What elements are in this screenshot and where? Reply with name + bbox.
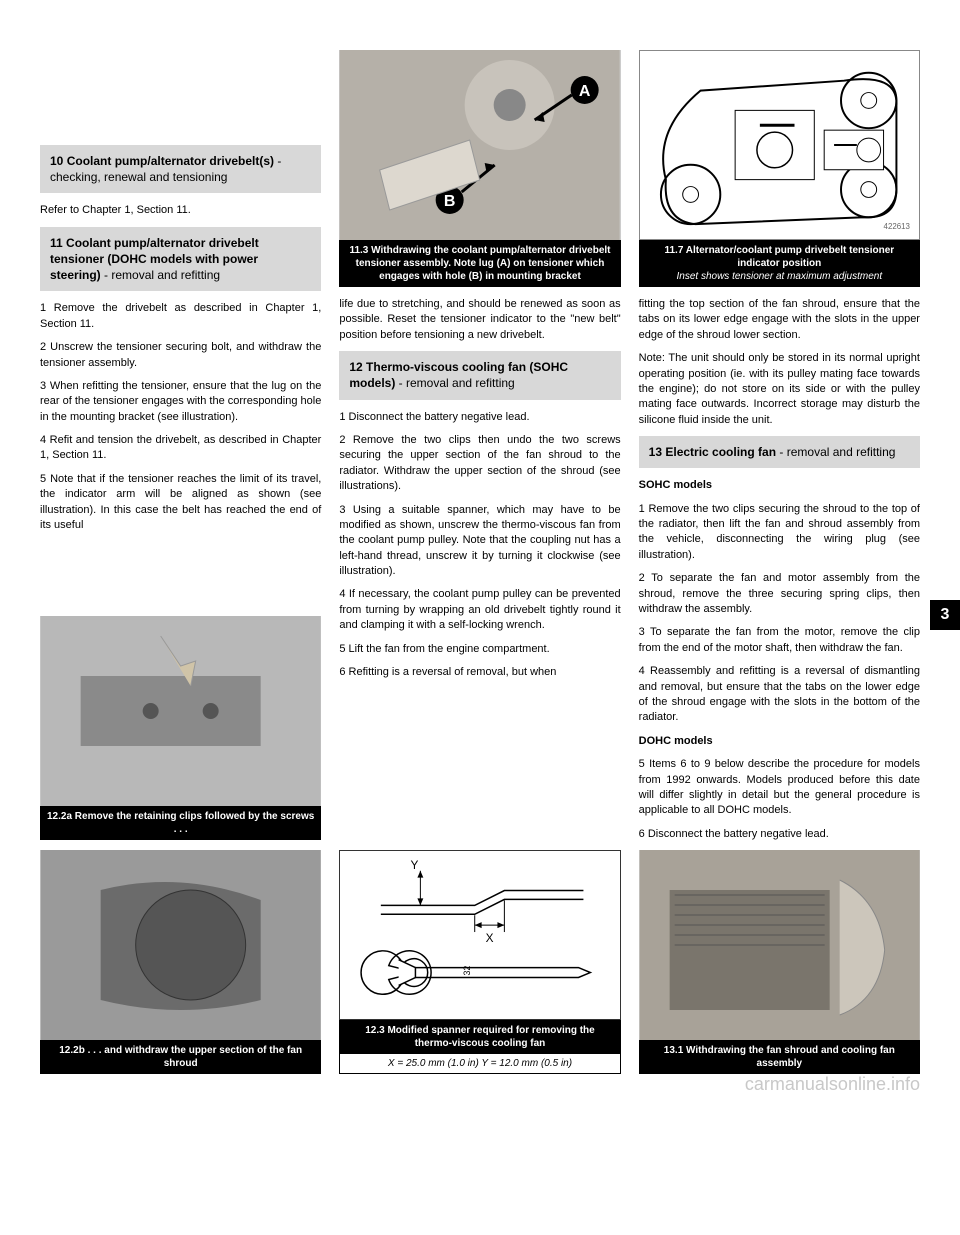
body-text: Note: The unit should only be stored in …: [639, 351, 920, 428]
section-subtitle: - removal and refitting: [776, 445, 895, 459]
body-text: 5 Lift the fan from the engine compartme…: [339, 642, 620, 657]
body-text: 3 Using a suitable spanner, which may ha…: [339, 503, 620, 580]
svg-text:A: A: [579, 83, 591, 100]
body-text: 3 When refitting the tensioner, ensure t…: [40, 379, 321, 425]
body-text: 5 Note that if the tensioner reaches the…: [40, 472, 321, 534]
body-text: 1 Remove the drivebelt as described in C…: [40, 301, 321, 332]
body-text: Refer to Chapter 1, Section 11.: [40, 203, 321, 218]
subheading: SOHC models: [639, 478, 920, 493]
body-text: life due to stretching, and should be re…: [339, 297, 620, 343]
body-text: 4 Reassembly and refitting is a reversal…: [639, 664, 920, 726]
section-title: Electric cooling fan: [665, 445, 776, 459]
page-tab: 3: [930, 600, 960, 630]
photo-placeholder: [639, 850, 920, 1040]
label-y: Y: [411, 857, 419, 871]
body-text: 4 If necessary, the coolant pump pulley …: [339, 587, 620, 633]
svg-text:B: B: [444, 193, 456, 210]
watermark: carmanualsonline.info: [745, 1072, 920, 1096]
section-number: 10: [50, 154, 63, 168]
svg-text:422613: 422613: [883, 222, 910, 231]
section-subtitle: - removal and refitting: [101, 268, 220, 282]
body-text: 3 To separate the fan from the motor, re…: [639, 625, 920, 656]
figure-caption: 13.1 Withdrawing the fan shroud and cool…: [639, 1040, 920, 1074]
body-text: 2 Remove the two clips then undo the two…: [339, 433, 620, 495]
figure-12-2a: 12.2a Remove the retaining clips followe…: [40, 616, 321, 840]
figure-12-2b: 12.2b . . . and withdraw the upper secti…: [40, 850, 321, 1074]
body-text: 2 Unscrew the tensioner securing bolt, a…: [40, 340, 321, 371]
body-text: 1 Remove the two clips securing the shro…: [639, 502, 920, 564]
section-number: 13: [649, 445, 662, 459]
figure-13-1: 13.1 Withdrawing the fan shroud and cool…: [639, 850, 920, 1074]
body-text: 6 Disconnect the battery negative lead.: [639, 827, 920, 842]
figure-11-3: A B 11.3 Withdrawing the coolant pump/al…: [339, 50, 620, 287]
body-text: 1 Disconnect the battery negative lead.: [339, 410, 620, 425]
figure-11-7: 422613 11.7 Alternator/coolant pump driv…: [639, 50, 920, 287]
caption-main: 11.7 Alternator/coolant pump drivebelt t…: [664, 245, 894, 269]
figure-12-3: Y X 32 12.3 Modifi: [339, 850, 620, 1075]
photo-placeholder: [40, 616, 321, 806]
body-text: 6 Refitting is a reversal of removal, bu…: [339, 665, 620, 680]
subheading: DOHC models: [639, 734, 920, 749]
figure-subcaption: X = 25.0 mm (1.0 in) Y = 12.0 mm (0.5 in…: [339, 1054, 620, 1075]
diagram-placeholder: 422613: [639, 50, 920, 240]
section-subtitle: - removal and refitting: [395, 376, 514, 390]
photo-placeholder: A B: [339, 50, 620, 240]
spanner-diagram: Y X 32: [339, 850, 620, 1020]
section-10-header: 10 Coolant pump/alternator drivebelt(s) …: [40, 145, 321, 193]
section-11-header: 11 Coolant pump/alternator drivebelt ten…: [40, 227, 321, 292]
body-text: 2 To separate the fan and motor assembly…: [639, 571, 920, 617]
figure-caption: 12.2b . . . and withdraw the upper secti…: [40, 1040, 321, 1074]
section-number: 11: [50, 236, 63, 250]
label-x: X: [486, 931, 494, 945]
section-13-header: 13 Electric cooling fan - removal and re…: [639, 436, 920, 468]
figure-caption: 11.3 Withdrawing the coolant pump/altern…: [339, 240, 620, 287]
photo-placeholder: [40, 850, 321, 1040]
body-text: 4 Refit and tension the drivebelt, as de…: [40, 433, 321, 464]
figure-caption: 12.3 Modified spanner required for remov…: [339, 1020, 620, 1054]
body-text: fitting the top section of the fan shrou…: [639, 297, 920, 343]
section-title: Coolant pump/alternator drivebelt(s): [67, 154, 274, 168]
caption-italic: Inset shows tensioner at maximum adjustm…: [645, 270, 914, 283]
section-12-header: 12 Thermo-viscous cooling fan (SOHC mode…: [339, 351, 620, 399]
figure-caption: 12.2a Remove the retaining clips followe…: [40, 806, 321, 840]
section-number: 12: [349, 360, 362, 374]
figure-caption: 11.7 Alternator/coolant pump drivebelt t…: [639, 240, 920, 287]
label-32: 32: [462, 965, 472, 975]
body-text: 5 Items 6 to 9 below describe the proced…: [639, 757, 920, 819]
